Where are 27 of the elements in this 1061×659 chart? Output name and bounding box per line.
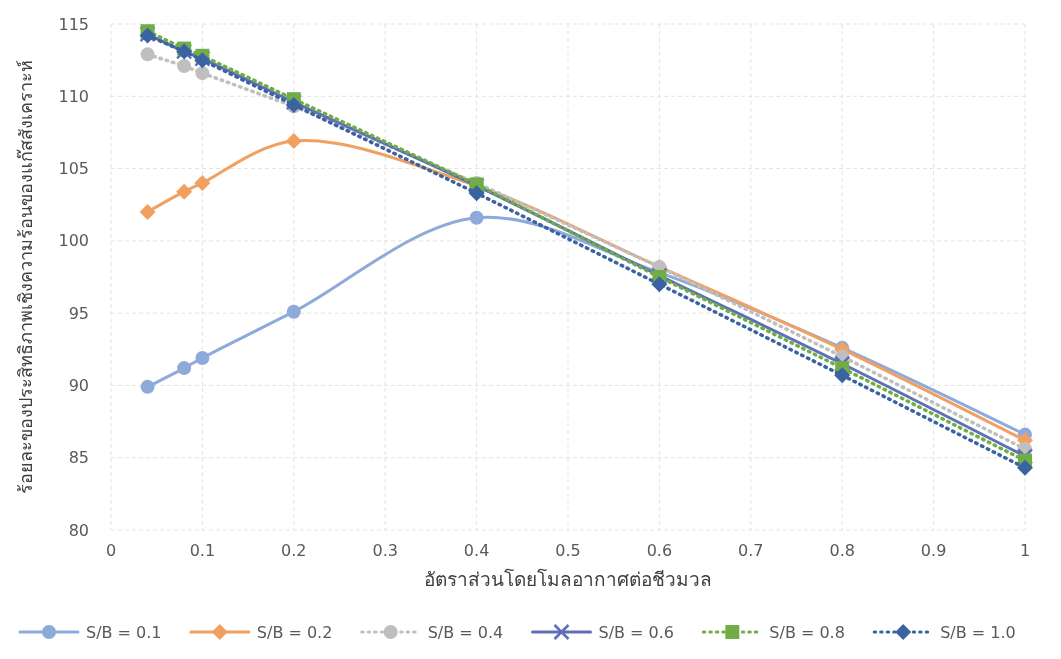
y-tick-label: 105 xyxy=(58,159,89,179)
x-tick-label: 0.8 xyxy=(829,541,855,560)
x-tick-label: 0.2 xyxy=(281,541,307,560)
y-tick-label: 85 xyxy=(68,448,89,468)
y-tick-label: 110 xyxy=(58,86,89,106)
x-tick-label: 0 xyxy=(105,541,117,560)
x-tick-label: 0.3 xyxy=(372,541,398,560)
x-tick-label: 0.7 xyxy=(738,541,764,560)
legend-label: S/B = 0.6 xyxy=(598,623,675,642)
x-tick-label: 0.6 xyxy=(646,541,673,560)
legend-label: S/B = 1.0 xyxy=(940,623,1016,642)
y-tick-label: 95 xyxy=(68,303,89,323)
y-tick-label: 80 xyxy=(68,520,89,540)
y-tick-label: 100 xyxy=(58,231,89,251)
legend-label: S/B = 0.1 xyxy=(86,623,162,642)
x-axis-title: อัตราส่วนโดยโมลอากาศต่อชีวมวล xyxy=(424,568,712,590)
x-tick-label: 1 xyxy=(1019,541,1031,560)
x-tick-label: 0.4 xyxy=(463,541,490,560)
y-axis-title: ร้อยละของประสิทธิภาพเชิงความร้อนของแก๊สสังเคราะห์ xyxy=(15,60,36,494)
legend-label: S/B = 0.8 xyxy=(769,623,845,642)
y-tick-label: 115 xyxy=(58,14,89,34)
legend-label: S/B = 0.2 xyxy=(256,623,333,642)
x-tick-label: 0.5 xyxy=(555,541,581,560)
legend-label: S/B = 0.4 xyxy=(427,623,504,642)
y-tick-label: 90 xyxy=(68,376,89,396)
x-tick-label: 0.1 xyxy=(189,541,216,560)
x-tick-label: 0.9 xyxy=(920,541,947,560)
